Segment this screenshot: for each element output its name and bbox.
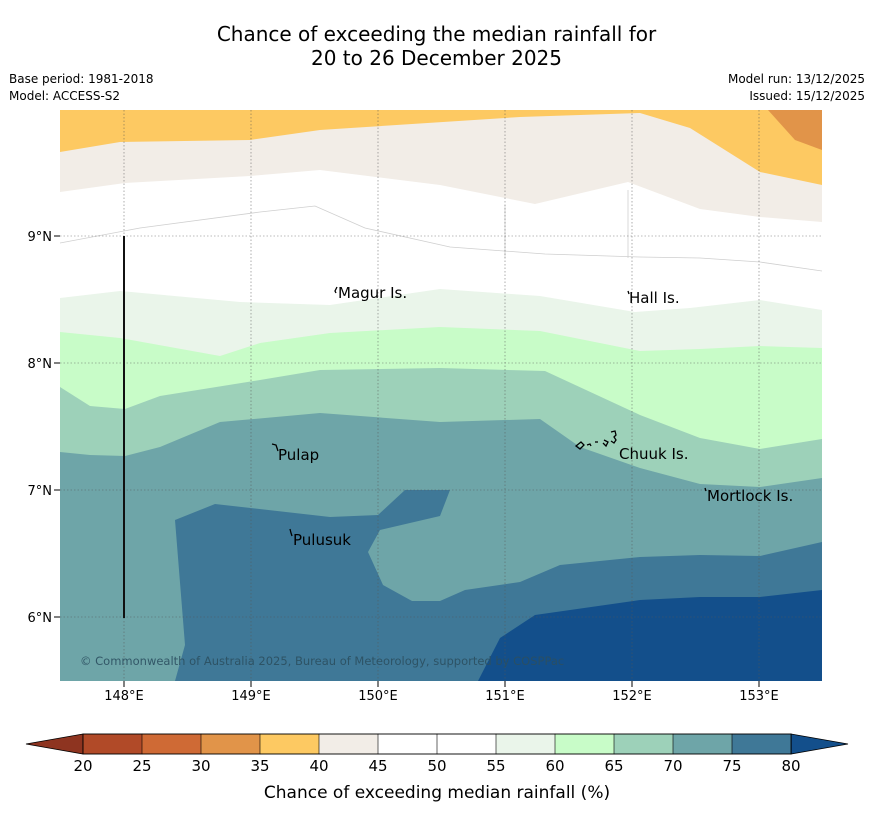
colorbar-segment (377, 733, 438, 755)
issued-date: Issued: 15/12/2025 (749, 89, 865, 103)
title-line-1: Chance of exceeding the median rainfall … (216, 22, 657, 46)
hall-island-shape (627, 290, 630, 295)
magur-island-shape (334, 286, 338, 294)
colorbar-tick-label: 20 (73, 757, 92, 775)
colorbar-segment (318, 733, 379, 755)
contour-lines (60, 190, 822, 272)
model-run: Model run: 13/12/2025 (727, 72, 865, 86)
chuuk-lagoon-shape (574, 430, 617, 450)
label-pulusuk: Pulusuk (293, 531, 351, 549)
rainfall-map: Magur Is. Hall Is. Pulap Chuuk Is. Mortl… (60, 110, 822, 681)
colorbar-over-arrow (790, 733, 849, 755)
colorbar-segment (141, 733, 202, 755)
copyright-notice: © Commonwealth of Australia 2025, Bureau… (80, 654, 564, 668)
label-hall-island: Hall Is. (629, 289, 680, 307)
map-title: Chance of exceeding the median rainfall … (0, 22, 873, 70)
colorbar-title: Chance of exceeding median rainfall (%) (264, 783, 610, 803)
band-30-35 (768, 110, 822, 150)
colorbar-tick-label: 55 (486, 757, 505, 775)
colorbar-tick-label: 45 (368, 757, 387, 775)
base-period: Base period: 1981-2018 (9, 72, 154, 86)
title-line-2: 20 to 26 December 2025 (310, 46, 562, 70)
lon-label-151e: 151°E (485, 689, 525, 704)
label-pulap: Pulap (278, 446, 319, 464)
label-chuuk-island: Chuuk Is. (619, 445, 688, 463)
colorbar-segments (82, 733, 792, 755)
graticule (60, 110, 822, 681)
colorbar-segment (495, 733, 556, 755)
colorbar-tick-label: 30 (191, 757, 210, 775)
colorbar-tick-label: 35 (250, 757, 269, 775)
colorbar-tick-label: 65 (604, 757, 623, 775)
lat-axis: 9°N 8°N 7°N 6°N (28, 230, 60, 626)
pulusuk-island-shape (289, 528, 293, 537)
colorbar-segment (82, 733, 143, 755)
colorbar-tick-labels: 20 25 30 35 40 45 50 55 60 65 70 75 80 (73, 757, 800, 775)
colorbar-segment (200, 733, 261, 755)
colorbar-tick-label: 40 (309, 757, 328, 775)
lon-axis: 148°E 149°E 150°E 151°E 152°E 153°E (104, 681, 779, 704)
colorbar-tick-label: 75 (722, 757, 741, 775)
lon-label-148e: 148°E (104, 689, 144, 704)
colorbar-tick-label: 60 (545, 757, 564, 775)
colorbar-segment (554, 733, 615, 755)
colorbar-tick-label: 70 (663, 757, 682, 775)
lat-label-6n: 6°N (28, 611, 53, 626)
place-labels: Magur Is. Hall Is. Pulap Chuuk Is. Mortl… (278, 284, 793, 549)
band-above-80 (478, 590, 822, 681)
colorbar-segment (436, 733, 497, 755)
colorbar-tick-label: 25 (132, 757, 151, 775)
lon-label-152e: 152°E (612, 689, 652, 704)
island-markers (271, 286, 707, 537)
lat-label-8n: 8°N (28, 357, 53, 372)
lat-label-7n: 7°N (28, 484, 53, 499)
colorbar-segment (731, 733, 792, 755)
meta-left: Base period: 1981-2018 Model: ACCESS-S2 (9, 71, 154, 105)
label-mortlock-island: Mortlock Is. (707, 487, 793, 505)
colorbar-segment (613, 733, 674, 755)
colorbar-tick-label: 80 (781, 757, 800, 775)
lon-label-150e: 150°E (358, 689, 398, 704)
lon-label-149e: 149°E (231, 689, 271, 704)
model-name: Model: ACCESS-S2 (9, 89, 121, 103)
pulap-island-shape (271, 443, 279, 452)
label-magur-island: Magur Is. (338, 284, 407, 302)
lat-label-9n: 9°N (28, 230, 53, 245)
colorbar-under-arrow (25, 733, 84, 755)
colorbar: 20 25 30 35 40 45 50 55 60 65 70 75 80 Chance of exc… (25, 733, 849, 803)
colorbar-segment (259, 733, 320, 755)
mortlock-island-shape (704, 487, 707, 492)
meta-right: Model run: 13/12/2025 Issued: 15/12/2025 (728, 71, 865, 105)
lon-label-153e: 153°E (739, 689, 779, 704)
colorbar-segment (672, 733, 733, 755)
colorbar-tick-label: 50 (427, 757, 446, 775)
colorbar-outline (82, 733, 792, 755)
